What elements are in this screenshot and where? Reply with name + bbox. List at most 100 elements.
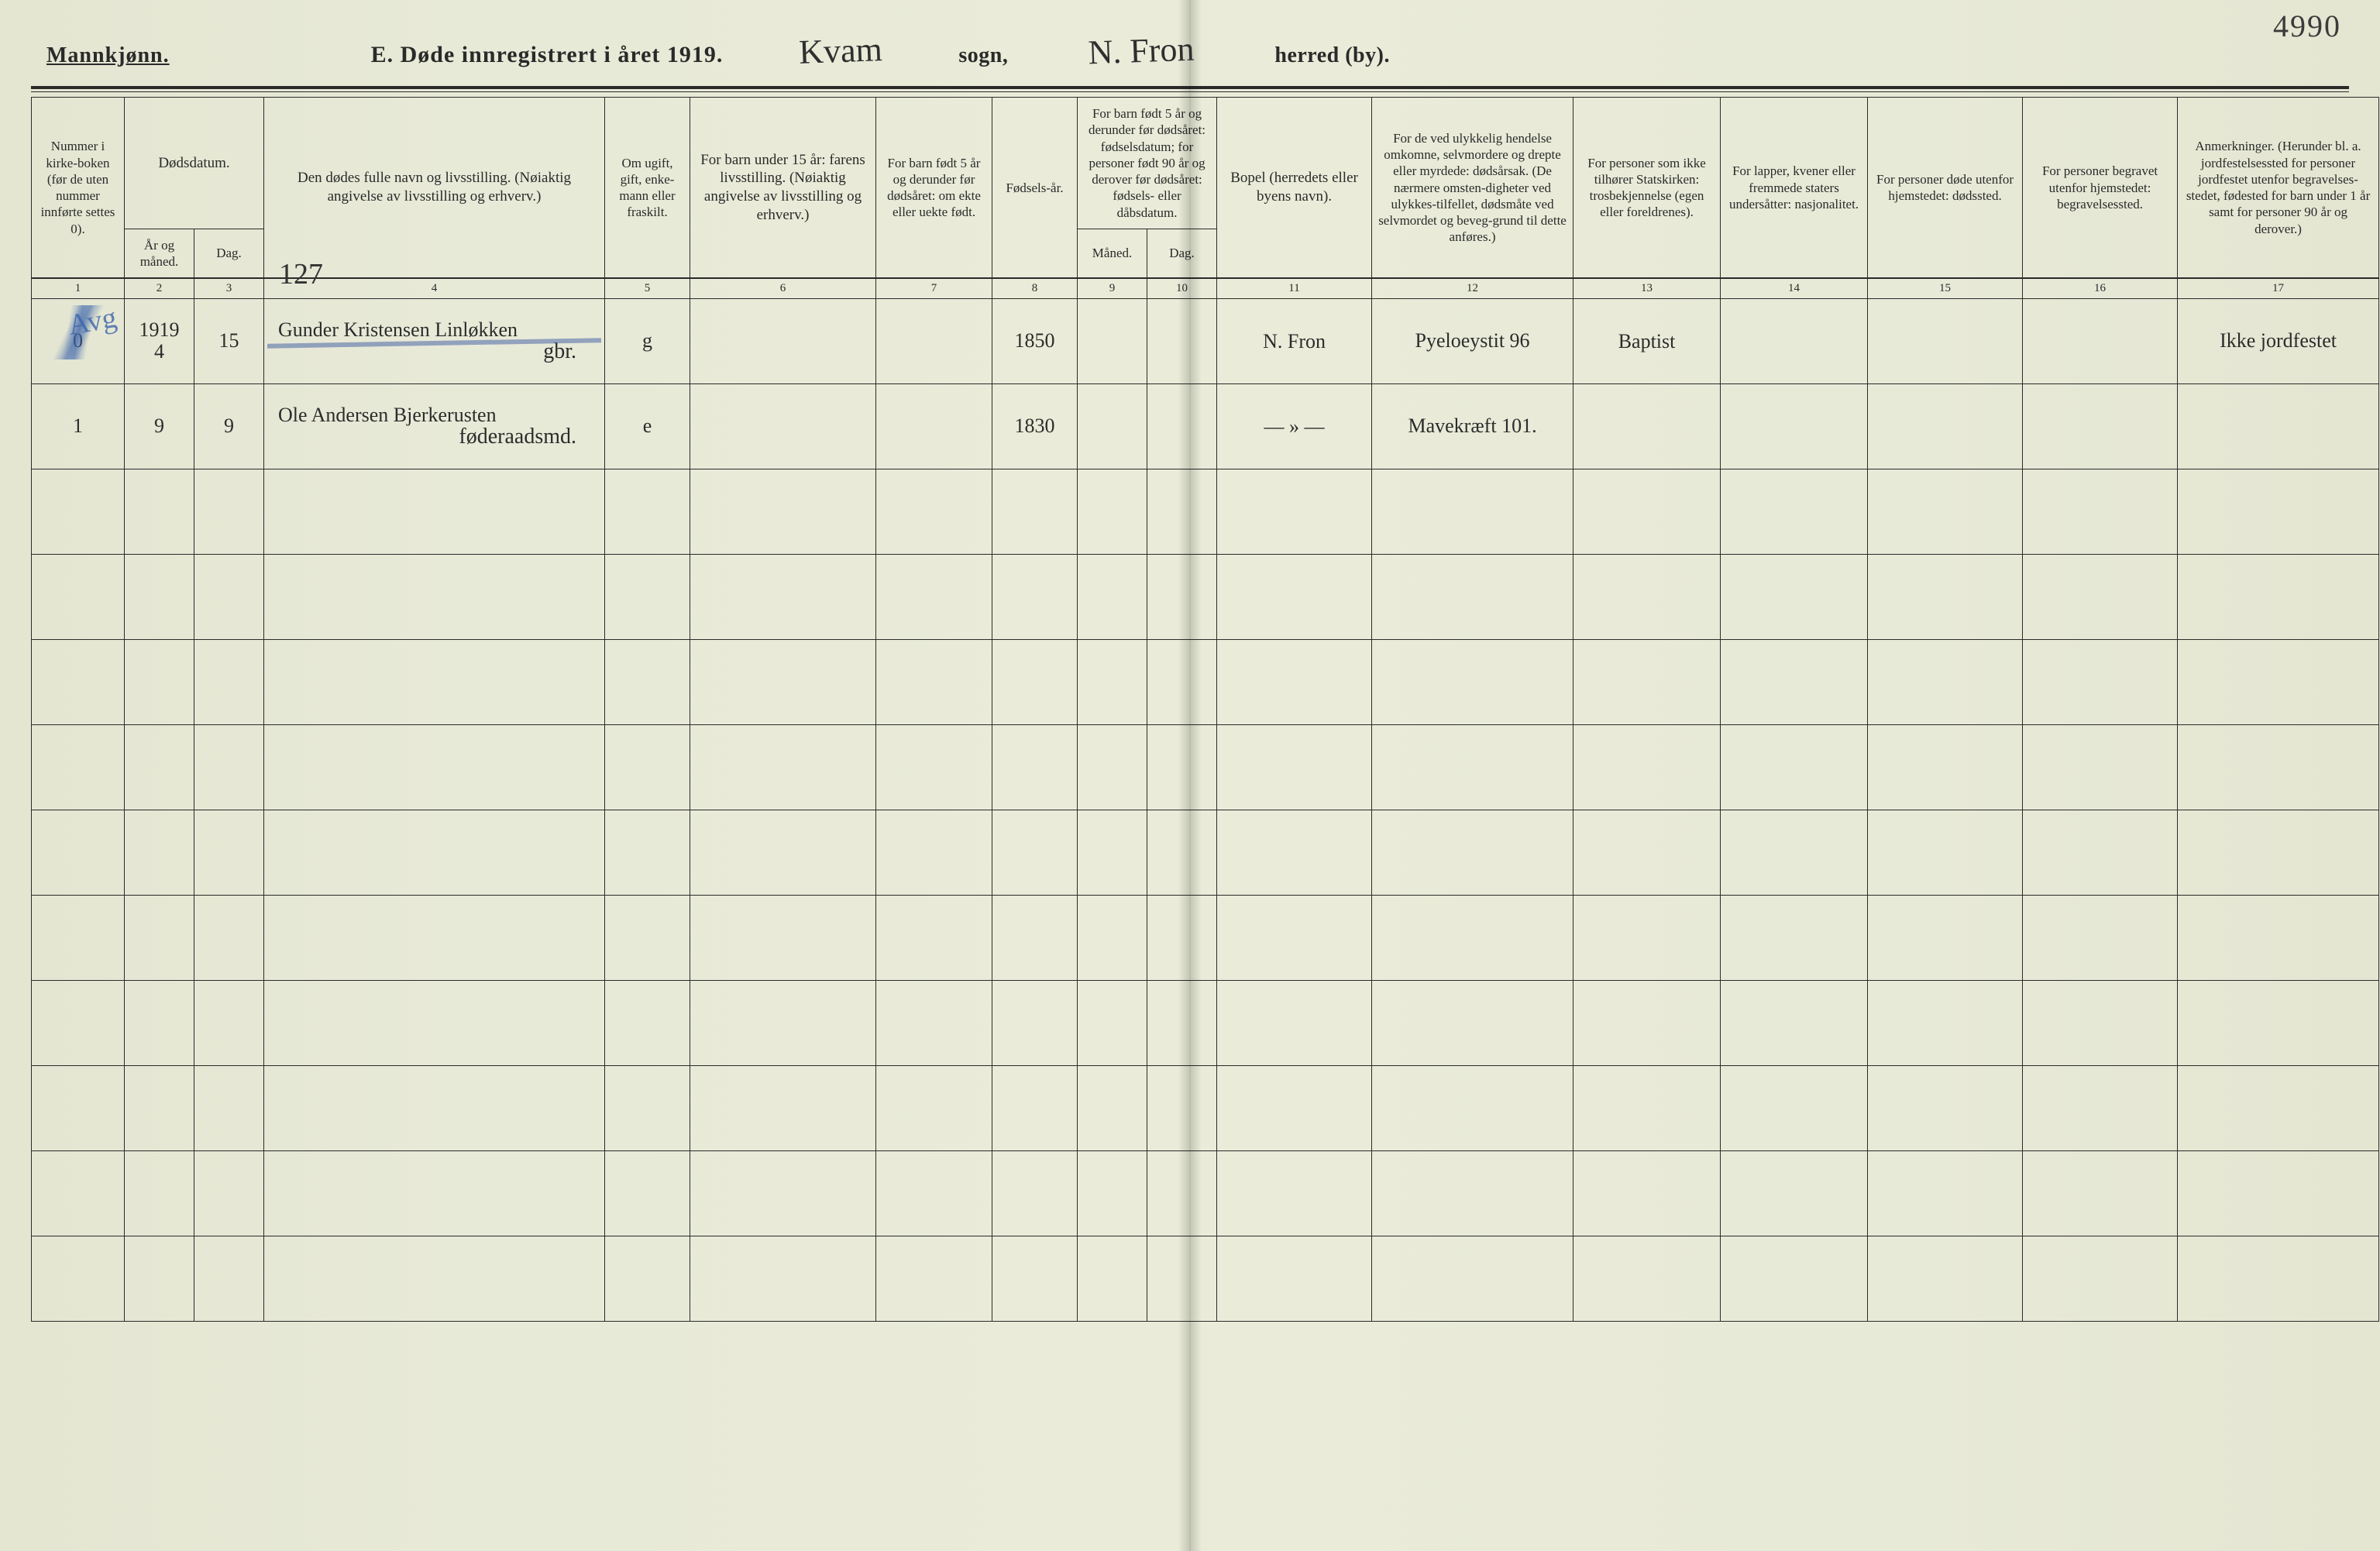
empty-cell xyxy=(194,469,264,554)
table-row: Avg01919415Gunder Kristensen Linløkkengb… xyxy=(32,298,2379,383)
empty-cell xyxy=(194,1150,264,1236)
birth-day xyxy=(1147,383,1217,469)
empty-cell xyxy=(690,724,876,810)
row-number: Avg0 xyxy=(32,298,125,383)
empty-cell xyxy=(264,810,605,895)
empty-cell xyxy=(1147,1236,1217,1321)
col-header: For barn født 5 år og derunder før dødså… xyxy=(876,98,992,279)
empty-cell xyxy=(1868,469,2023,554)
page-header: Mannkjønn. E. Døde innregistrert i året … xyxy=(31,23,2349,86)
empty-cell xyxy=(264,724,605,810)
empty-cell xyxy=(1721,469,1868,554)
faith xyxy=(1573,383,1721,469)
empty-cell xyxy=(605,554,690,639)
empty-cell xyxy=(32,810,125,895)
empty-cell xyxy=(125,724,194,810)
empty-cell xyxy=(1147,469,1217,554)
table-body: Avg01919415Gunder Kristensen Linløkkengb… xyxy=(32,298,2379,1321)
col-header: Den dødes fulle navn og livsstilling. (N… xyxy=(264,98,605,279)
col-header: For barn under 15 år: farens livsstillin… xyxy=(690,98,876,279)
empty-cell xyxy=(876,554,992,639)
col-num: 10 xyxy=(1147,278,1217,298)
empty-cell xyxy=(1868,1150,2023,1236)
empty-cell xyxy=(1078,980,1147,1065)
empty-cell xyxy=(1868,1065,2023,1150)
rule-thin-top xyxy=(31,91,2349,92)
empty-cell xyxy=(2178,895,2379,980)
col-header: For personer som ikke tilhører Statskirk… xyxy=(1573,98,1721,279)
empty-cell xyxy=(1372,724,1573,810)
empty-cell xyxy=(1078,1150,1147,1236)
deathplace xyxy=(1868,383,2023,469)
empty-cell xyxy=(32,1065,125,1150)
col-header: For personer døde utenfor hjemstedet: dø… xyxy=(1868,98,2023,279)
empty-cell xyxy=(194,1065,264,1150)
sogn-value: Kvam xyxy=(726,27,957,74)
empty-cell xyxy=(2178,554,2379,639)
empty-cell xyxy=(992,1150,1078,1236)
col-num: 15 xyxy=(1868,278,2023,298)
empty-cell xyxy=(2023,810,2178,895)
empty-cell xyxy=(1372,895,1573,980)
birth-day xyxy=(1147,298,1217,383)
column-number-row: 1 2 3 4 5 6 7 8 9 10 11 12 13 14 15 16 1… xyxy=(32,278,2379,298)
empty-cell xyxy=(1078,810,1147,895)
empty-cell xyxy=(690,1065,876,1150)
empty-cell xyxy=(264,1150,605,1236)
empty-cell xyxy=(264,980,605,1065)
bopel: N. Fron xyxy=(1217,298,1372,383)
empty-cell xyxy=(2023,980,2178,1065)
empty-cell xyxy=(2023,469,2178,554)
empty-cell xyxy=(2178,810,2379,895)
col-subheader: År og måned. xyxy=(125,229,194,278)
empty-cell xyxy=(690,1236,876,1321)
legitimacy xyxy=(876,298,992,383)
empty-cell xyxy=(690,980,876,1065)
empty-cell xyxy=(194,1236,264,1321)
year-month: 19194 xyxy=(125,298,194,383)
empty-cell xyxy=(1868,895,2023,980)
empty-cell xyxy=(1217,554,1372,639)
empty-cell xyxy=(605,980,690,1065)
nationality xyxy=(1721,298,1868,383)
empty-cell xyxy=(2178,724,2379,810)
empty-cell xyxy=(194,980,264,1065)
birth-year: 1830 xyxy=(992,383,1078,469)
empty-cell xyxy=(605,724,690,810)
empty-cell xyxy=(264,1065,605,1150)
empty-cell xyxy=(1372,639,1573,724)
empty-cell xyxy=(194,554,264,639)
col-num: 13 xyxy=(1573,278,1721,298)
empty-cell xyxy=(876,1236,992,1321)
empty-cell xyxy=(1721,1065,1868,1150)
empty-cell xyxy=(194,895,264,980)
birth-month xyxy=(1078,383,1147,469)
empty-cell xyxy=(992,980,1078,1065)
empty-cell xyxy=(1078,639,1147,724)
remarks xyxy=(2178,383,2379,469)
empty-cell xyxy=(1217,810,1372,895)
birth-month xyxy=(1078,298,1147,383)
gender-label: Mannkjønn. xyxy=(46,43,170,68)
empty-cell xyxy=(690,469,876,554)
empty-cell xyxy=(1573,895,1721,980)
empty-cell xyxy=(690,810,876,895)
col-num: 8 xyxy=(992,278,1078,298)
father-occ xyxy=(690,298,876,383)
empty-cell xyxy=(1217,980,1372,1065)
empty-cell xyxy=(605,639,690,724)
bopel: — » — xyxy=(1217,383,1372,469)
col-subheader: Dag. xyxy=(1147,229,1217,278)
empty-cell xyxy=(1217,469,1372,554)
empty-cell xyxy=(690,639,876,724)
table-row-empty xyxy=(32,1065,2379,1150)
col-header: For lapper, kvener eller fremmede stater… xyxy=(1721,98,1868,279)
empty-cell xyxy=(1868,980,2023,1065)
empty-cell xyxy=(125,639,194,724)
row-number: 1 xyxy=(32,383,125,469)
empty-cell xyxy=(264,895,605,980)
empty-cell xyxy=(32,1236,125,1321)
col-num: 7 xyxy=(876,278,992,298)
burial xyxy=(2023,383,2178,469)
empty-cell xyxy=(32,724,125,810)
